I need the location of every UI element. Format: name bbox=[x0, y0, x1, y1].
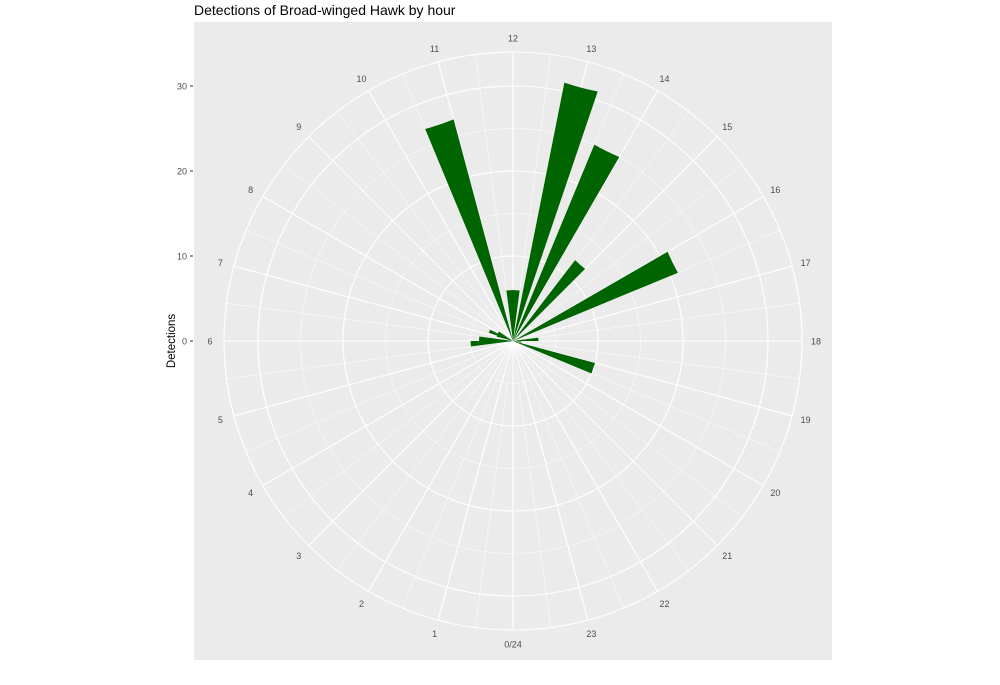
hour-label: 9 bbox=[296, 122, 301, 132]
hour-label: 11 bbox=[430, 44, 439, 54]
bars-group bbox=[425, 82, 678, 374]
bar-wedge bbox=[497, 331, 513, 341]
grid-spoke-minor bbox=[512, 111, 690, 342]
grid-spoke-minor bbox=[402, 340, 514, 609]
grid-spoke-major bbox=[512, 340, 764, 486]
bar-wedge bbox=[513, 144, 620, 341]
hour-label: 22 bbox=[659, 599, 669, 609]
grid-spoke-minor bbox=[226, 303, 514, 342]
bar-wedge bbox=[488, 329, 513, 341]
bar-wedge bbox=[513, 251, 678, 341]
y-axis-ticks: 0 10 20 30 bbox=[177, 82, 193, 347]
grid-spoke-minor bbox=[336, 111, 514, 342]
hour-label: 4 bbox=[248, 488, 253, 498]
grid-spoke-minor bbox=[283, 340, 514, 518]
grid-spoke-major bbox=[262, 340, 514, 486]
grid-spoke-minor bbox=[512, 340, 624, 609]
hour-labels: 0/24123456789101112131415161718192021222… bbox=[207, 34, 821, 650]
hour-label: 7 bbox=[218, 258, 223, 268]
grid-spoke-major bbox=[233, 265, 514, 342]
grid-spoke-major bbox=[512, 340, 793, 417]
grid-lines bbox=[223, 51, 803, 631]
grid-spoke-minor bbox=[475, 340, 514, 628]
grid-spoke-major bbox=[512, 340, 589, 621]
grid-spoke-minor bbox=[245, 340, 514, 452]
grid-spoke-minor bbox=[512, 340, 690, 571]
bar-wedge bbox=[425, 119, 513, 341]
bar-wedge bbox=[479, 336, 513, 341]
hour-label: 15 bbox=[722, 122, 732, 132]
bar-wedge bbox=[513, 341, 596, 374]
grid-spoke-minor bbox=[512, 340, 800, 379]
grid-spoke-minor bbox=[245, 230, 514, 342]
hour-label: 12 bbox=[508, 34, 518, 44]
hour-label: 14 bbox=[659, 74, 669, 84]
grid-spoke-minor bbox=[512, 340, 551, 628]
hour-label: 0/24 bbox=[504, 640, 522, 650]
grid-spoke-minor bbox=[283, 164, 514, 342]
hour-label: 5 bbox=[218, 415, 223, 425]
grid-spoke-minor bbox=[512, 303, 800, 342]
grid-spoke-major bbox=[437, 340, 514, 621]
hour-label: 21 bbox=[722, 551, 732, 561]
hour-label: 10 bbox=[356, 74, 366, 84]
grid-spoke-minor bbox=[512, 340, 743, 518]
bar-wedge bbox=[513, 82, 598, 341]
grid-spoke-minor bbox=[402, 73, 514, 342]
hour-label: 6 bbox=[207, 337, 212, 347]
bar-wedge bbox=[513, 337, 539, 341]
hour-label: 17 bbox=[801, 258, 811, 268]
y-tick-label: 0 bbox=[182, 337, 187, 347]
hour-label: 1 bbox=[432, 629, 437, 639]
grid-spoke-major bbox=[233, 340, 514, 417]
grid-spoke-major bbox=[368, 340, 514, 592]
hour-label: 2 bbox=[359, 599, 364, 609]
grid-spoke-major bbox=[512, 340, 718, 546]
hour-label: 8 bbox=[248, 185, 253, 195]
grid-spoke-minor bbox=[512, 340, 781, 452]
hour-label: 3 bbox=[296, 551, 301, 561]
hour-label: 13 bbox=[586, 44, 596, 54]
hour-label: 20 bbox=[770, 488, 780, 498]
hour-label: 19 bbox=[801, 415, 811, 425]
grid-spoke-minor bbox=[336, 340, 514, 571]
bar-wedge bbox=[513, 341, 522, 343]
grid-spoke-major bbox=[262, 196, 514, 342]
bar-wedge bbox=[506, 290, 513, 341]
y-tick-label: 10 bbox=[177, 252, 187, 262]
hour-label: 23 bbox=[586, 629, 596, 639]
hour-label: 18 bbox=[811, 337, 821, 347]
hour-label: 16 bbox=[770, 185, 780, 195]
grid-spoke-major bbox=[368, 90, 514, 342]
bar-wedge bbox=[470, 341, 513, 347]
bar-wedge bbox=[513, 290, 520, 341]
grid-spoke-minor bbox=[512, 164, 743, 342]
grid-spoke-major bbox=[308, 136, 514, 342]
chart-title: Detections of Broad-winged Hawk by hour bbox=[194, 2, 456, 18]
y-tick-label: 30 bbox=[177, 82, 187, 92]
y-tick-label: 20 bbox=[177, 167, 187, 177]
grid-spoke-major bbox=[512, 265, 793, 342]
bar-wedge bbox=[513, 260, 586, 341]
grid-spoke-minor bbox=[475, 54, 514, 342]
grid-spoke-major bbox=[308, 340, 514, 546]
grid-spoke-minor bbox=[226, 340, 514, 379]
grid-spoke-major bbox=[512, 340, 658, 592]
